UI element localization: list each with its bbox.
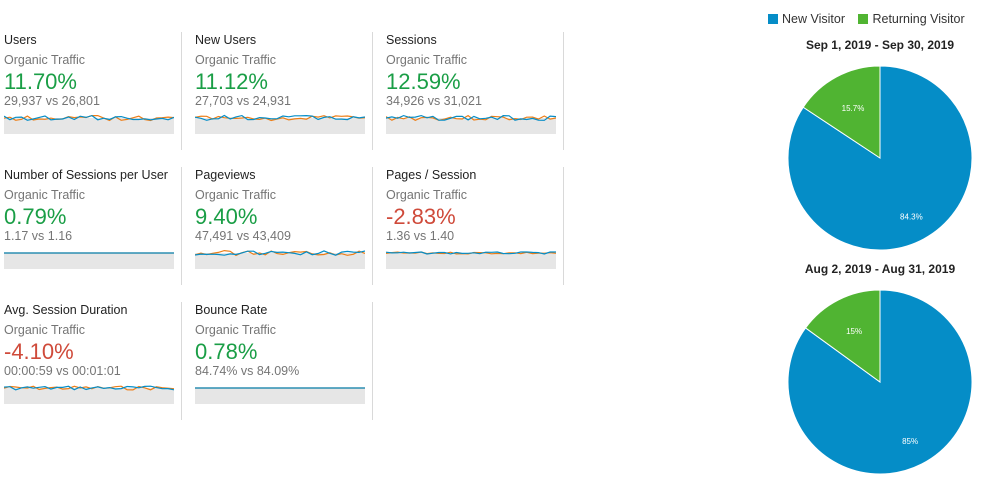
metric-segment: Organic Traffic — [4, 53, 86, 67]
sparkline-background — [195, 388, 365, 404]
metric-comparison: 27,703 vs 24,931 — [195, 94, 291, 108]
pie-slice-label: 15% — [846, 327, 862, 336]
metric-title: New Users — [195, 33, 257, 47]
metric-title: Sessions — [386, 33, 437, 47]
metric-comparison: 1.17 vs 1.16 — [4, 229, 73, 243]
pie-slice-label: 85% — [902, 437, 918, 446]
sparkline-current-period — [195, 250, 365, 256]
metric-segment: Organic Traffic — [195, 188, 277, 202]
pie-slice-label: 84.3% — [900, 212, 923, 221]
pie-legend: New Visitor Returning Visitor — [768, 12, 975, 28]
sparkline — [386, 251, 556, 269]
legend-label: Returning Visitor — [872, 12, 965, 26]
metric-change: 11.70% — [4, 69, 77, 94]
sparkline-previous-period — [4, 385, 174, 391]
pie-slice-label: 15.7% — [842, 104, 865, 113]
sparkline-background — [195, 118, 365, 134]
sparkline-current-period — [4, 114, 174, 121]
metric-comparison: 47,491 vs 43,409 — [195, 229, 291, 243]
pie-chart-title-current: Sep 1, 2019 - Sep 30, 2019 — [805, 38, 955, 52]
sparkline-background — [4, 388, 174, 404]
metric-comparison: 00:00:59 vs 00:01:01 — [4, 364, 121, 378]
metric-card-users[interactable]: Users Organic Traffic 11.70% 29,937 vs 2… — [0, 32, 182, 150]
metric-comparison: 34,926 vs 31,021 — [386, 94, 482, 108]
metric-card-pages-per-session[interactable]: Pages / Session Organic Traffic -2.83% 1… — [382, 167, 564, 285]
sparkline — [195, 249, 365, 269]
metric-change: 0.78% — [195, 339, 258, 364]
metric-title: Users — [4, 33, 37, 47]
legend-swatch — [858, 14, 869, 24]
sparkline-previous-period — [195, 115, 365, 122]
metric-title: Number of Sessions per User — [4, 168, 168, 182]
legend-item-returning-visitor[interactable]: Returning Visitor — [858, 12, 965, 26]
sparkline-current-period — [386, 114, 556, 121]
metric-segment: Organic Traffic — [386, 188, 468, 202]
pie-chart-previous: 85% 15% — [787, 289, 973, 475]
sparkline-background — [195, 253, 365, 269]
metric-comparison: 29,937 vs 26,801 — [4, 94, 100, 108]
metric-segment: Organic Traffic — [4, 188, 86, 202]
metric-segment: Organic Traffic — [195, 323, 277, 337]
metric-segment: Organic Traffic — [386, 53, 468, 67]
sparkline — [386, 114, 556, 134]
legend-swatch — [768, 14, 778, 24]
sparkline-background — [4, 253, 174, 269]
sparkline-current-period — [195, 114, 365, 121]
sparkline-background — [4, 118, 174, 134]
metric-card-new-users[interactable]: New Users Organic Traffic 11.12% 27,703 … — [191, 32, 373, 150]
metric-change: -2.83% — [386, 204, 456, 229]
metric-title: Pageviews — [195, 168, 256, 182]
metric-change: 12.59% — [386, 69, 461, 94]
sparkline-current-period — [4, 385, 174, 391]
metric-segment: Organic Traffic — [4, 323, 86, 337]
metric-change: -4.10% — [4, 339, 74, 364]
metric-card-sessions-per-user[interactable]: Number of Sessions per User Organic Traf… — [0, 167, 182, 285]
metric-card-bounce-rate[interactable]: Bounce Rate Organic Traffic 0.78% 84.74%… — [191, 302, 373, 420]
pie-chart-current: 84.3% 15.7% — [787, 65, 973, 251]
legend-label: New Visitor — [782, 12, 845, 26]
legend-item-new-visitor[interactable]: New Visitor — [768, 12, 845, 26]
sparkline-current-period — [386, 251, 556, 255]
sparkline — [4, 114, 174, 134]
metric-title: Avg. Session Duration — [4, 303, 128, 317]
sparkline — [4, 385, 174, 404]
metric-card-sessions[interactable]: Sessions Organic Traffic 12.59% 34,926 v… — [382, 32, 564, 150]
pie-chart-title-previous: Aug 2, 2019 - Aug 31, 2019 — [804, 262, 956, 276]
sparkline — [4, 252, 174, 269]
metric-card-avg-session-duration[interactable]: Avg. Session Duration Organic Traffic -4… — [0, 302, 182, 420]
metric-change: 0.79% — [4, 204, 67, 229]
pie-slice-returning-visitor[interactable] — [802, 65, 881, 159]
metric-title: Bounce Rate — [195, 303, 268, 317]
metric-segment: Organic Traffic — [195, 53, 277, 67]
metric-scorecards: Users Organic Traffic 11.70% 29,937 vs 2… — [0, 32, 570, 420]
pie-slice-returning-visitor[interactable] — [804, 289, 881, 383]
metric-change: 9.40% — [195, 204, 258, 229]
metric-card-pageviews[interactable]: Pageviews Organic Traffic 9.40% 47,491 v… — [191, 167, 373, 285]
metric-title: Pages / Session — [386, 168, 477, 182]
sparkline — [195, 114, 365, 134]
sparkline — [195, 387, 365, 404]
metric-change: 11.12% — [195, 69, 268, 94]
metric-comparison: 1.36 vs 1.40 — [386, 229, 455, 243]
sparkline-background — [386, 118, 556, 134]
metric-comparison: 84.74% vs 84.09% — [195, 364, 300, 378]
sparkline-background — [386, 253, 556, 269]
